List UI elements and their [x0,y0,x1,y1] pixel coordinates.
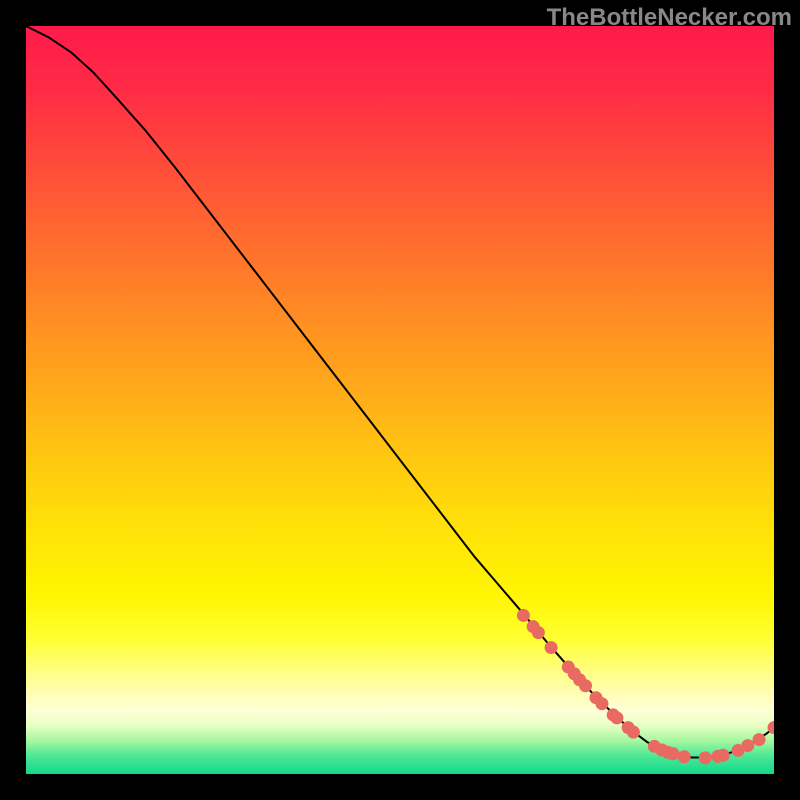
data-marker [595,697,608,710]
chart-background [26,26,774,774]
watermark-text: TheBottleNecker.com [547,4,792,32]
data-marker [667,747,680,760]
data-marker [699,751,712,764]
chart-svg [26,26,774,774]
data-marker [678,750,691,763]
data-marker [532,626,545,639]
data-marker [741,739,754,752]
data-marker [545,641,558,654]
data-marker [717,749,730,762]
data-marker [517,609,530,622]
data-marker [579,679,592,692]
data-marker [610,711,623,724]
data-marker [753,733,766,746]
data-marker [627,726,640,739]
chart-plot-area [26,26,774,774]
